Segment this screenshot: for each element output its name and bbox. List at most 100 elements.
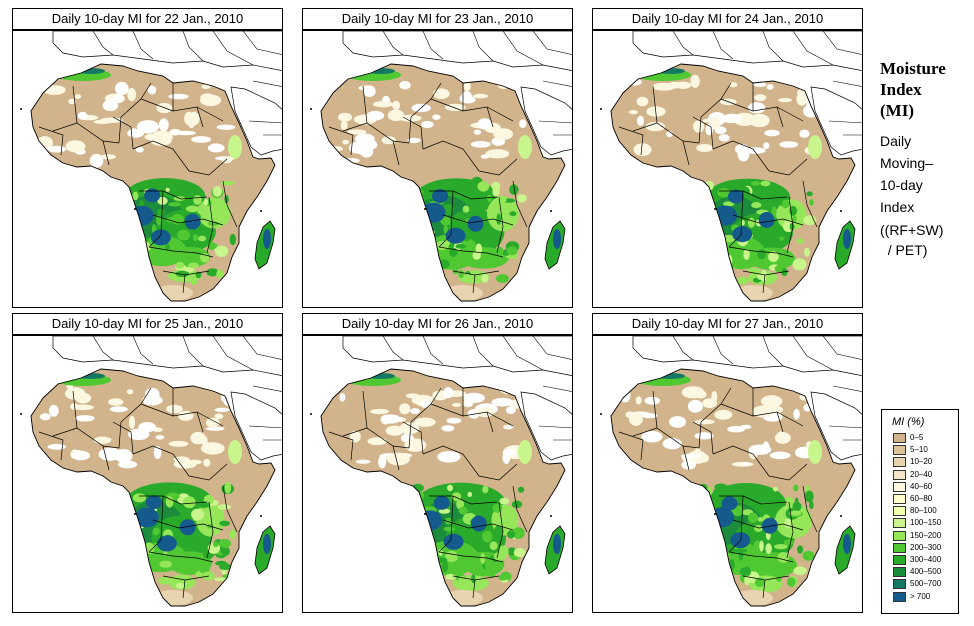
wet-speckle (165, 243, 170, 251)
legend-label: 300–400 (910, 555, 942, 564)
very-wet-zone (843, 534, 851, 554)
wet-speckle (706, 486, 713, 497)
dry-patch (443, 387, 454, 399)
wet-speckle (217, 504, 231, 510)
wet-speckle (414, 232, 421, 243)
very-wet-zone (467, 215, 484, 232)
wet-speckle (217, 199, 223, 207)
wet-speckle (487, 569, 496, 578)
country-border (252, 385, 282, 392)
dry-patch (110, 406, 128, 413)
dry-patch (367, 437, 387, 446)
wet-speckle (434, 557, 448, 563)
country-border (102, 445, 110, 471)
country-border (152, 214, 224, 226)
dry-patch (399, 403, 411, 415)
legend-label: 150–200 (910, 530, 942, 540)
country-border (242, 31, 282, 55)
wet-speckle (506, 530, 516, 539)
dry-patch (502, 448, 517, 457)
wet-speckle (462, 205, 470, 213)
wet-speckle (482, 530, 493, 543)
country-border (698, 82, 732, 144)
arabia-outline (810, 86, 862, 156)
country-border (652, 390, 700, 449)
country-border (422, 31, 444, 60)
island-marker (310, 108, 312, 110)
legend-item: 40–60 (893, 481, 932, 492)
dry-patch (727, 425, 746, 433)
wet-speckle (734, 548, 748, 554)
dry-patch (205, 417, 220, 428)
country-border (728, 551, 794, 563)
wet-speckle (177, 229, 191, 241)
dry-patch (385, 425, 404, 436)
moisture-map (302, 335, 573, 613)
very-wet-zone (263, 229, 271, 249)
highland-wet-zone (808, 440, 822, 464)
wet-speckle (229, 233, 236, 246)
wet-speckle (445, 573, 456, 580)
wet-speckle (765, 543, 772, 554)
dry-patch (687, 399, 703, 413)
country-border (512, 485, 528, 533)
dry-patch (693, 120, 705, 133)
wet-speckle (135, 253, 140, 264)
dry-patch (47, 443, 66, 450)
panel-title: Daily 10-day MI for 24 Jan., 2010 (592, 8, 863, 30)
legend-swatch (893, 481, 906, 492)
arabia-outline (230, 391, 282, 461)
wet-speckle (714, 483, 728, 491)
country-border (496, 501, 504, 559)
dry-patch (443, 285, 483, 301)
dry-patch (347, 129, 367, 135)
wet-speckle (711, 566, 716, 575)
wet-speckle (132, 493, 146, 503)
country-border (712, 31, 734, 60)
dry-patch (477, 118, 492, 130)
country-border (828, 120, 862, 124)
index-title: Moisture Index (MI) (880, 58, 972, 121)
dry-patch (151, 130, 173, 144)
wet-speckle (132, 191, 139, 201)
country-border (712, 140, 770, 172)
wet-speckle (494, 525, 503, 537)
dry-patch (694, 432, 714, 440)
wet-speckle (212, 541, 219, 547)
dry-patch (629, 412, 643, 426)
dry-patch (443, 590, 483, 606)
dry-patch (380, 414, 401, 424)
wet-speckle (707, 258, 718, 269)
wet-speckle (715, 576, 725, 588)
dry-patch (127, 128, 144, 138)
wet-speckle (498, 574, 509, 581)
wet-speckle (175, 261, 185, 269)
wet-speckle (409, 197, 421, 205)
very-wet-zone (433, 495, 450, 510)
very-wet-zone (727, 189, 744, 204)
wet-speckle (700, 267, 714, 276)
wet-speckle (472, 251, 481, 260)
legend-label: 5–10 (910, 445, 928, 455)
wet-speckle (768, 251, 779, 263)
wet-speckle (797, 545, 804, 554)
wet-speckle (743, 249, 750, 261)
country-border (112, 116, 134, 150)
wet-speckle (224, 481, 232, 494)
country-border (472, 579, 476, 599)
very-wet-zone (732, 226, 753, 243)
wet-speckle (430, 249, 438, 256)
dry-patch (216, 124, 236, 130)
wet-speckle (511, 500, 523, 509)
country-border (732, 214, 804, 226)
europe-outline (342, 336, 572, 376)
dry-patch (203, 458, 211, 467)
country-border (422, 140, 480, 172)
wet-speckle (458, 506, 468, 515)
country-border (248, 120, 282, 124)
legend-item: 0–5 (893, 433, 923, 443)
dry-patch (205, 426, 225, 431)
wet-speckle (509, 184, 519, 195)
africa-coastline (30, 63, 276, 302)
dry-patch (127, 87, 137, 102)
